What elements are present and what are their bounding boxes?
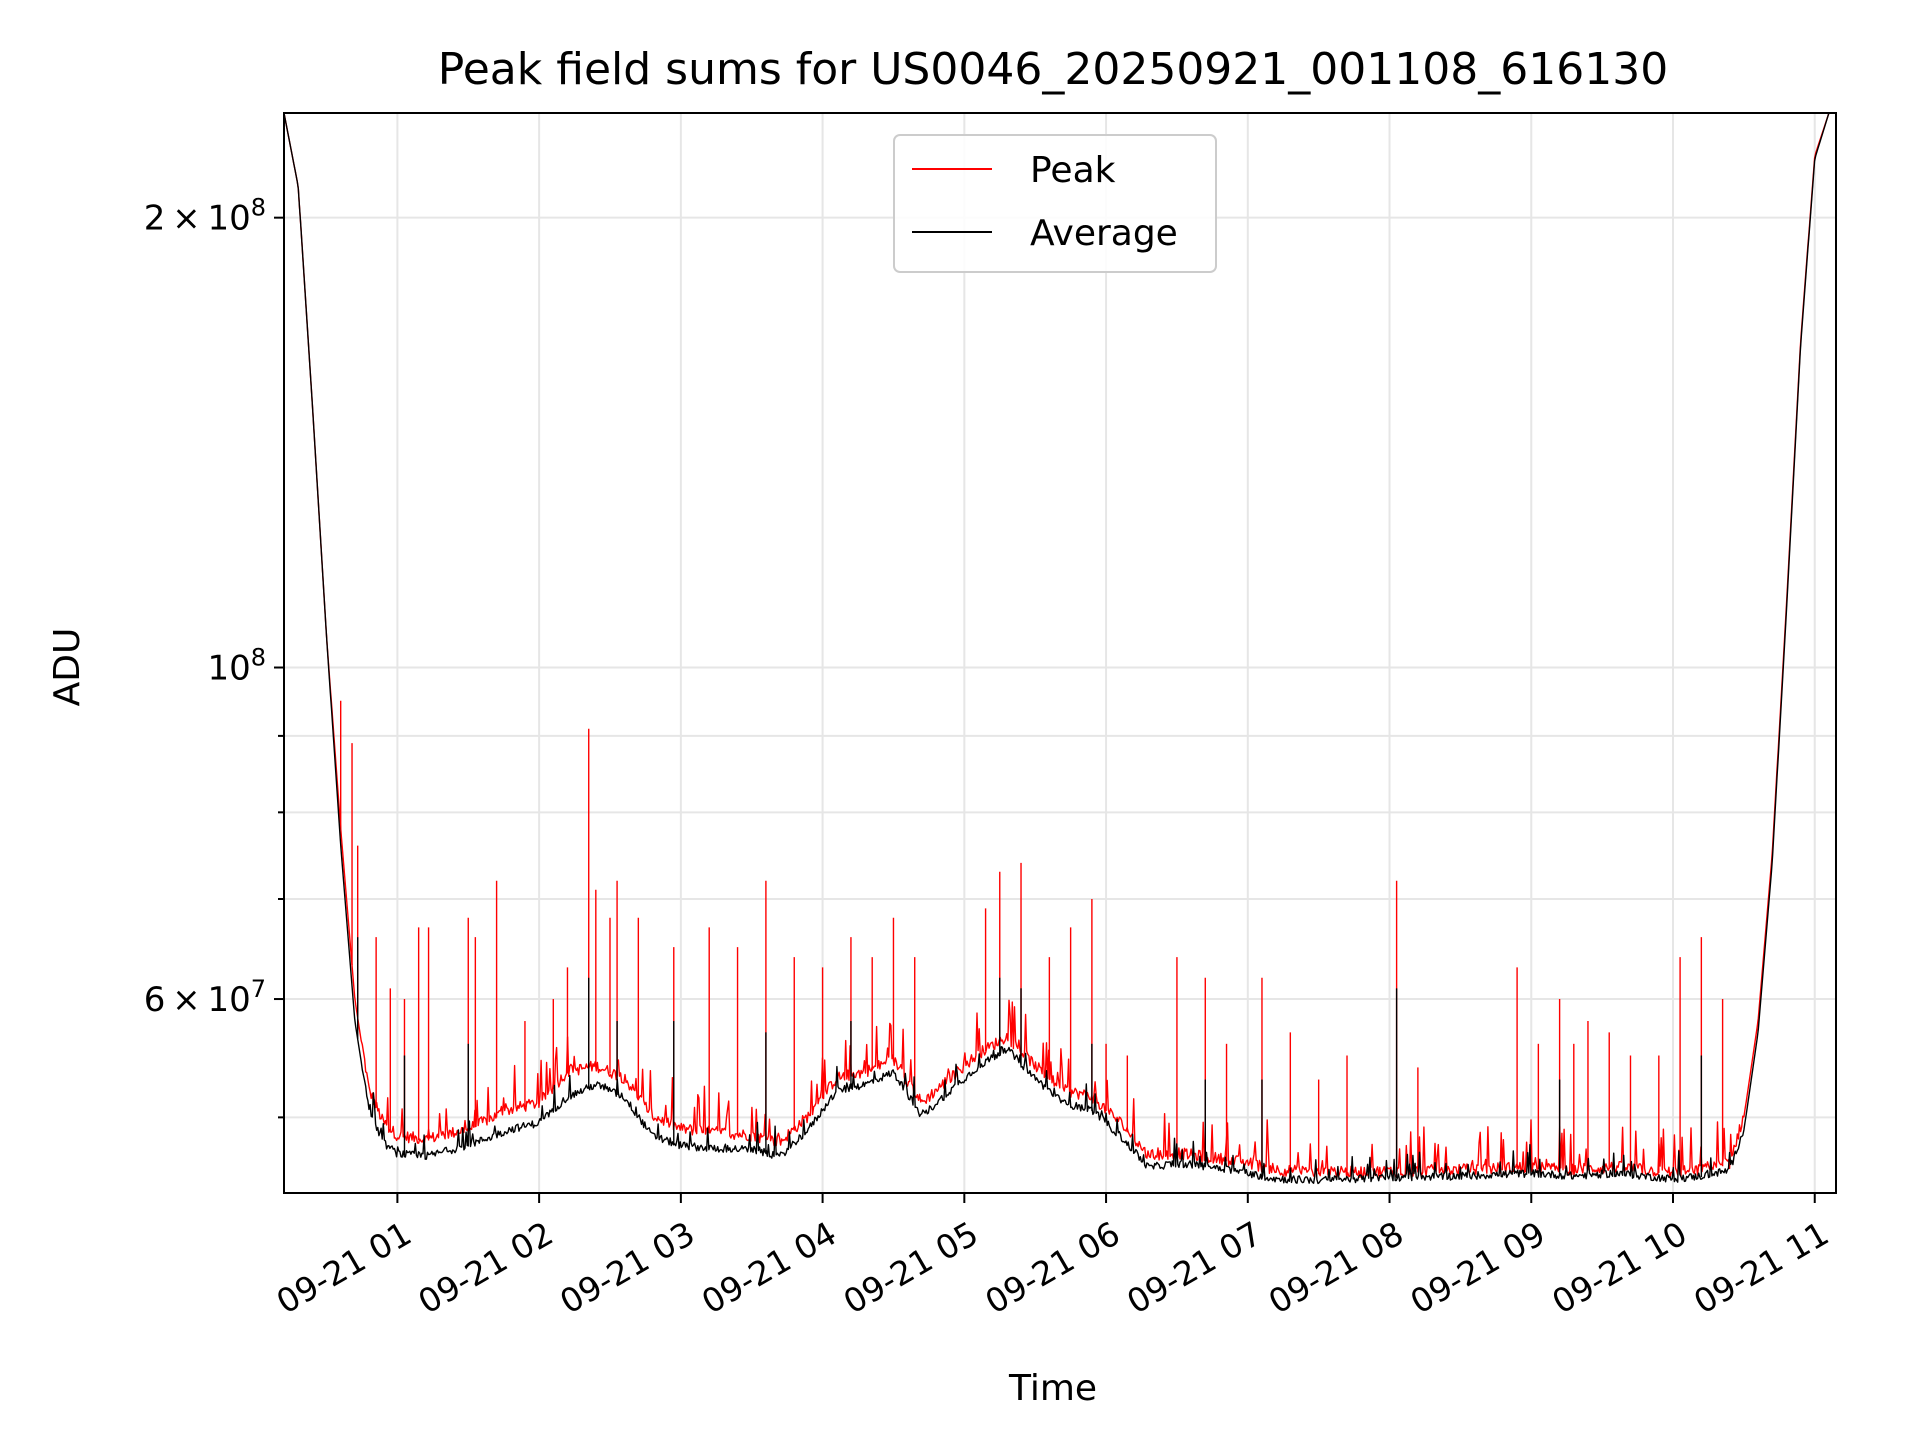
series-layer bbox=[283, 112, 1830, 1185]
series-average bbox=[283, 112, 1830, 1185]
legend-label-peak: Peak bbox=[1030, 150, 1116, 191]
y-tick-label: 2 × 108 bbox=[144, 194, 266, 239]
y-axis-label: ADU bbox=[47, 628, 88, 707]
series-line-peak bbox=[283, 112, 1830, 1179]
x-axis-label: Time bbox=[1008, 1368, 1097, 1409]
y-tick-label: 108 bbox=[207, 644, 266, 689]
axes-frame bbox=[283, 112, 1837, 1194]
legend: Peak Average bbox=[893, 134, 1217, 273]
chart-title: Peak field sums for US0046_20250921_0011… bbox=[438, 44, 1668, 95]
grid bbox=[284, 113, 1836, 1193]
y-tick-label: 6 × 107 bbox=[144, 975, 266, 1020]
y-axis: 6 × 107 108 2 × 108 bbox=[144, 194, 284, 1119]
legend-label-average: Average bbox=[1030, 213, 1178, 254]
series-line-average bbox=[283, 112, 1830, 1185]
